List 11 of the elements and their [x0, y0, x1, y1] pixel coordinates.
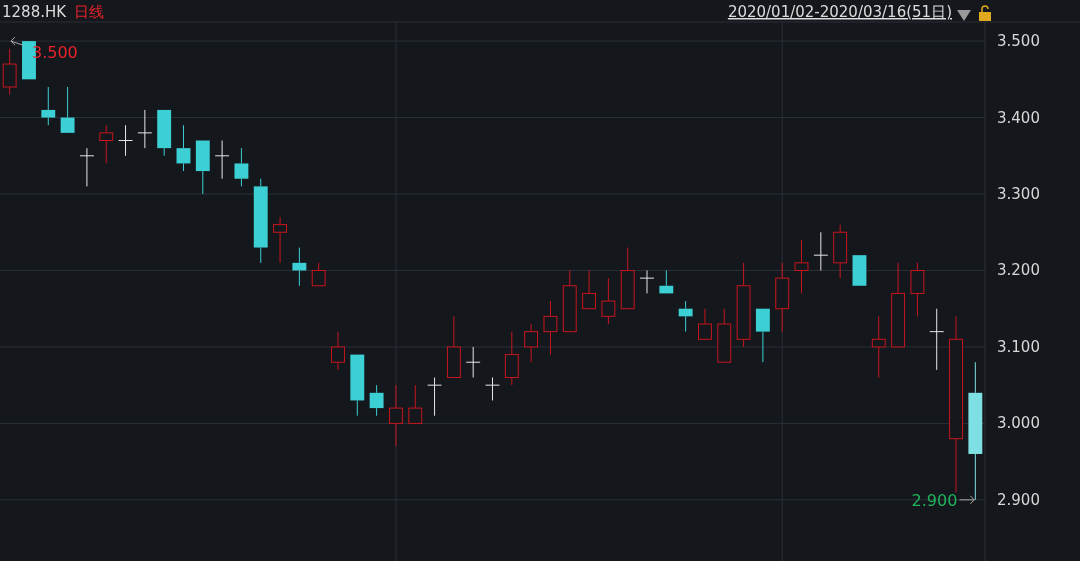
text: 2020/01/02-2020/03/16(51日): [727, 3, 952, 21]
chart-subtitle: 日线: [74, 3, 105, 21]
y-tick-label: 3.300: [997, 185, 1040, 204]
y-tick-label: 3.400: [997, 108, 1040, 127]
y-tick-label: 3.500: [997, 32, 1040, 51]
y-tick-label: 3.100: [997, 337, 1040, 356]
y-tick-label: 3.000: [997, 414, 1040, 433]
y-tick-label: 2.900: [997, 490, 1040, 509]
y-tick-label: 3.200: [997, 261, 1040, 280]
annotation: 2.900: [911, 490, 958, 510]
chart-title: 1288.HK: [2, 3, 68, 21]
